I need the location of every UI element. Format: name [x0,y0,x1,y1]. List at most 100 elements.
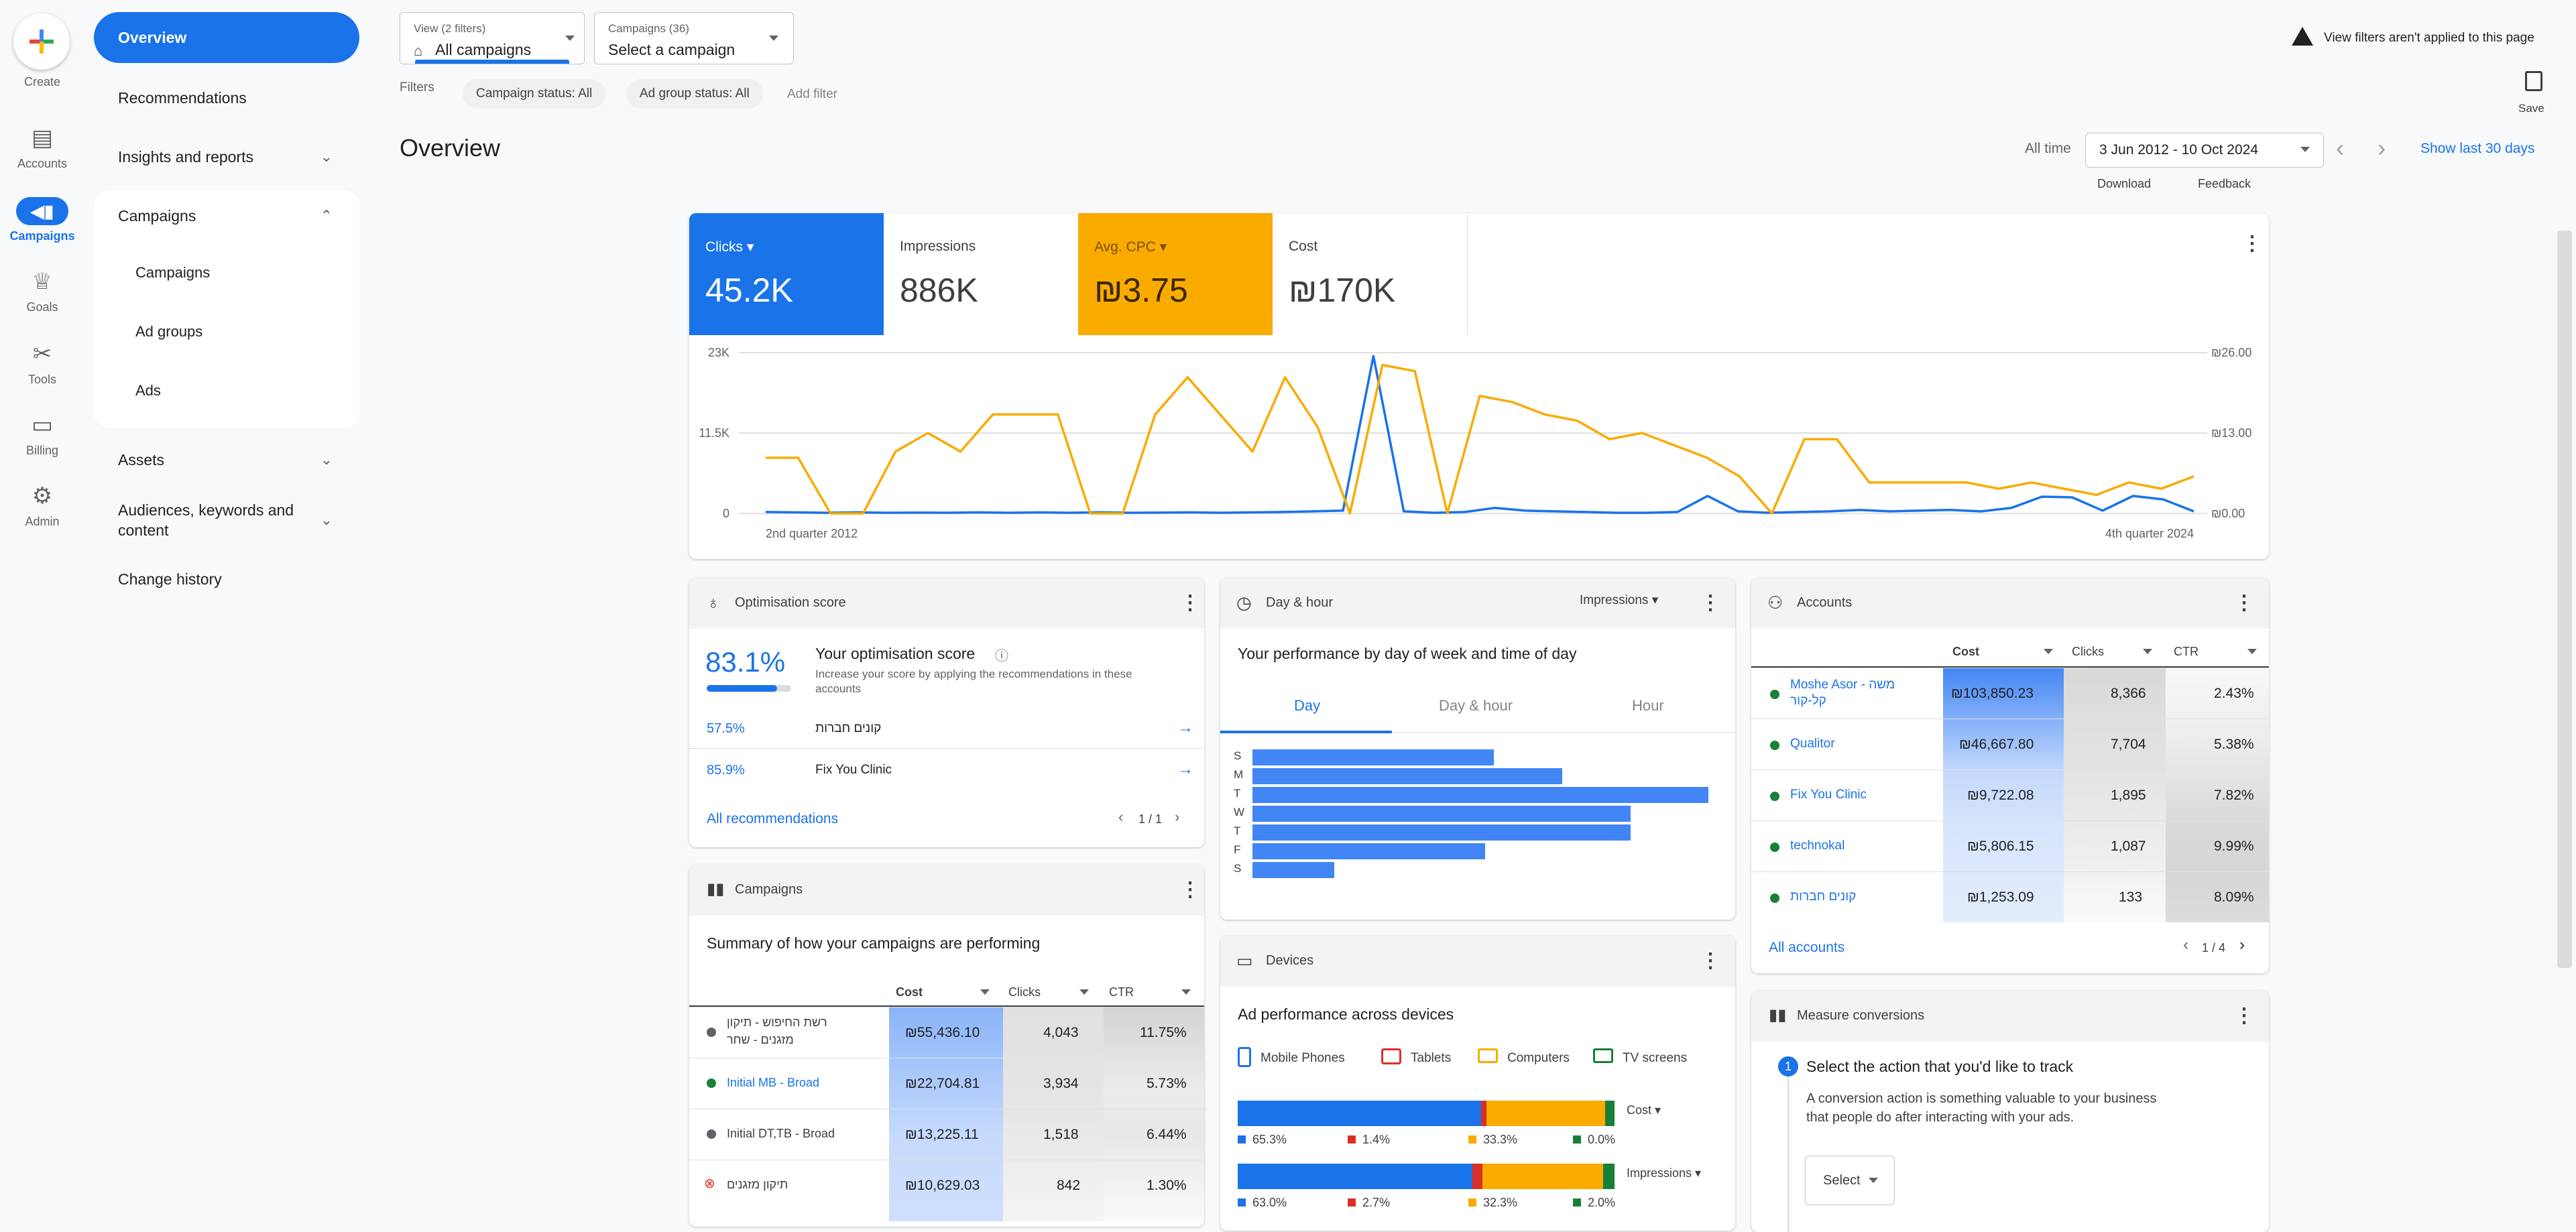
devices-more-icon[interactable]: ⋮ [1700,950,1720,972]
page-scrollbar[interactable] [2557,231,2572,968]
rail-admin[interactable]: ⚙ Admin [0,483,84,529]
nav-assets[interactable]: Assets ⌄ [94,434,359,485]
device-bar-segment[interactable] [1472,1164,1483,1189]
device-bar-segment[interactable] [1481,1101,1486,1126]
account-name[interactable]: Fix You Clinic [1790,788,1867,802]
all-accounts-link[interactable]: All accounts [1769,940,1845,955]
rail-billing[interactable]: ▭ Billing [0,412,84,458]
conversions-more-icon[interactable]: ⋮ [2234,1005,2254,1027]
table-row[interactable]: technokal ₪5,806.15 1,087 9.99% [1751,820,2269,872]
metric-impressions[interactable]: Impressions 886K [884,213,1079,335]
day-bar[interactable] [1252,843,1485,859]
account-name[interactable]: קונים חברות [1790,889,1857,904]
campaign-name-2[interactable]: מזגנים - שחר [727,1033,794,1046]
filter-chip-campaign-status[interactable]: Campaign status: All [463,79,606,109]
prev-period-icon[interactable]: ‹ [2336,134,2344,162]
device-bar-segment[interactable] [1238,1101,1482,1126]
device-bar-segment[interactable] [1605,1101,1615,1126]
day-bar[interactable] [1252,787,1708,803]
nav-recommendations[interactable]: Recommendations [118,88,247,107]
account-name[interactable]: technokal [1790,839,1845,853]
accounts-more-icon[interactable]: ⋮ [2234,592,2254,614]
tab-day[interactable]: Day [1294,697,1321,714]
filter-chip-adgroup-status[interactable]: Ad group status: All [626,79,763,109]
nav-sub-ads[interactable]: Ads [135,382,161,399]
table-row[interactable]: Moshe Asor - משה קל-קור ₪103,850.23 8,36… [1751,668,2269,719]
pager-next-icon[interactable]: › [2239,936,2245,954]
device-bar-segment[interactable] [1482,1164,1603,1189]
sort-icon[interactable] [2143,649,2152,654]
account-name[interactable]: Qualitor [1790,737,1835,751]
col-cost[interactable]: Cost [1952,645,1979,659]
tab-day-hour[interactable]: Day & hour [1439,697,1513,714]
day-bar[interactable] [1252,824,1631,841]
next-period-icon[interactable]: › [2378,134,2386,162]
all-recommendations-link[interactable]: All recommendations [707,811,839,826]
campaign-name[interactable]: Initial MB - Broad [727,1076,820,1089]
nav-sub-adgroups[interactable]: Ad groups [135,323,203,340]
day-bar[interactable] [1252,768,1563,784]
device-metric-select[interactable]: Impressions ▾ [1627,1166,1702,1180]
col-clicks[interactable]: Clicks [2072,645,2104,658]
table-row[interactable]: Initial MB - Broad ₪22,704.81 3,934 5.73… [689,1058,1204,1109]
day-hour-more-icon[interactable]: ⋮ [1700,592,1720,614]
conversion-action-select[interactable]: Select [1805,1156,1895,1205]
table-row[interactable]: Fix You Clinic ₪9,722.08 1,895 7.82% [1751,769,2269,821]
pager-prev-icon[interactable]: ‹ [1118,808,1124,825]
nav-insights[interactable]: Insights and reports ⌄ [94,131,359,182]
metric-avg-cpc[interactable]: Avg. CPC ▾ ₪3.75 [1078,213,1273,335]
sort-icon[interactable] [2247,649,2257,654]
campaign-selector[interactable]: Campaigns (36) Select a campaign [594,12,794,64]
table-row[interactable]: Initial DT,TB - Broad ₪13,225.11 1,518 6… [689,1109,1204,1160]
create-button[interactable] [13,13,70,70]
device-bar-segment[interactable] [1605,1164,1615,1189]
optimisation-more-icon[interactable]: ⋮ [1180,592,1200,614]
rail-tools[interactable]: ✂ Tools [0,341,84,387]
col-clicks[interactable]: Clicks [1008,985,1041,999]
device-metric-select[interactable]: Cost ▾ [1627,1103,1661,1117]
table-row[interactable]: Qualitor ₪46,667.80 7,704 5.38% [1751,719,2269,770]
day-bar[interactable] [1252,806,1631,822]
table-row[interactable]: קונים חברות ₪1,253.09 133 8.09% [1751,871,2269,923]
sort-icon[interactable] [1181,989,1191,995]
save-button[interactable]: Save [2518,102,2544,115]
table-row[interactable]: רשת החיפוש - תיקון מזגנים - שחר ₪55,436.… [689,1007,1204,1058]
download-button[interactable]: Download [2097,177,2152,190]
date-range-picker[interactable]: 3 Jun 2012 - 10 Oct 2024 [2085,133,2324,168]
show-last-30-days[interactable]: Show last 30 days [2420,141,2535,156]
feedback-button[interactable]: Feedback [2198,177,2251,190]
campaign-name[interactable]: רשת החיפוש - תיקון [727,1015,827,1029]
metric-cost[interactable]: Cost ₪170K [1273,213,1468,335]
view-dropdown[interactable]: View (2 filters) All campaigns ⌂ [400,12,585,64]
col-cost[interactable]: Cost [896,985,923,999]
tab-hour[interactable]: Hour [1632,697,1664,714]
nav-campaigns-group[interactable]: Campaigns ⌃ [94,190,359,241]
day-bar[interactable] [1252,749,1495,765]
pager-prev-icon[interactable]: ‹ [2183,936,2188,954]
nav-audiences[interactable]: Audiences, keywords and content ⌄ [94,493,359,547]
save-icon[interactable] [2525,71,2542,91]
campaign-name[interactable]: Initial DT,TB - Broad [727,1127,835,1140]
campaign-name[interactable]: תיקון מזגנים [727,1178,788,1191]
sort-icon[interactable] [980,989,990,995]
nav-change-history[interactable]: Change history [118,570,222,588]
nav-sub-campaigns[interactable]: Campaigns [135,264,211,281]
arrow-right-icon[interactable]: → [1177,719,1193,737]
table-row[interactable]: ⊗ תיקון מזגנים ₪10,629.03 842 1.30% [689,1160,1204,1211]
help-icon[interactable]: ⓘ [995,649,1008,664]
add-filter-button[interactable]: Add filter [787,87,837,101]
nav-overview[interactable]: Overview [94,12,359,63]
rail-goals[interactable]: ♕ Goals [0,268,84,314]
pager-next-icon[interactable]: › [1175,808,1180,825]
arrow-right-icon[interactable]: → [1177,760,1193,778]
account-name-2[interactable]: קל-קור [1790,694,1826,708]
campaigns-more-icon[interactable]: ⋮ [1180,879,1200,901]
col-ctr[interactable]: CTR [1109,985,1134,999]
rail-accounts[interactable]: ▤ Accounts [0,125,84,171]
device-bar-segment[interactable] [1238,1164,1473,1189]
day-bar[interactable] [1252,862,1335,878]
metric-clicks[interactable]: Clicks ▾ 45.2K [689,213,884,335]
col-ctr[interactable]: CTR [2174,645,2199,658]
chart-more-icon[interactable]: ⋮ [2242,233,2262,255]
sort-icon[interactable] [2044,649,2053,654]
